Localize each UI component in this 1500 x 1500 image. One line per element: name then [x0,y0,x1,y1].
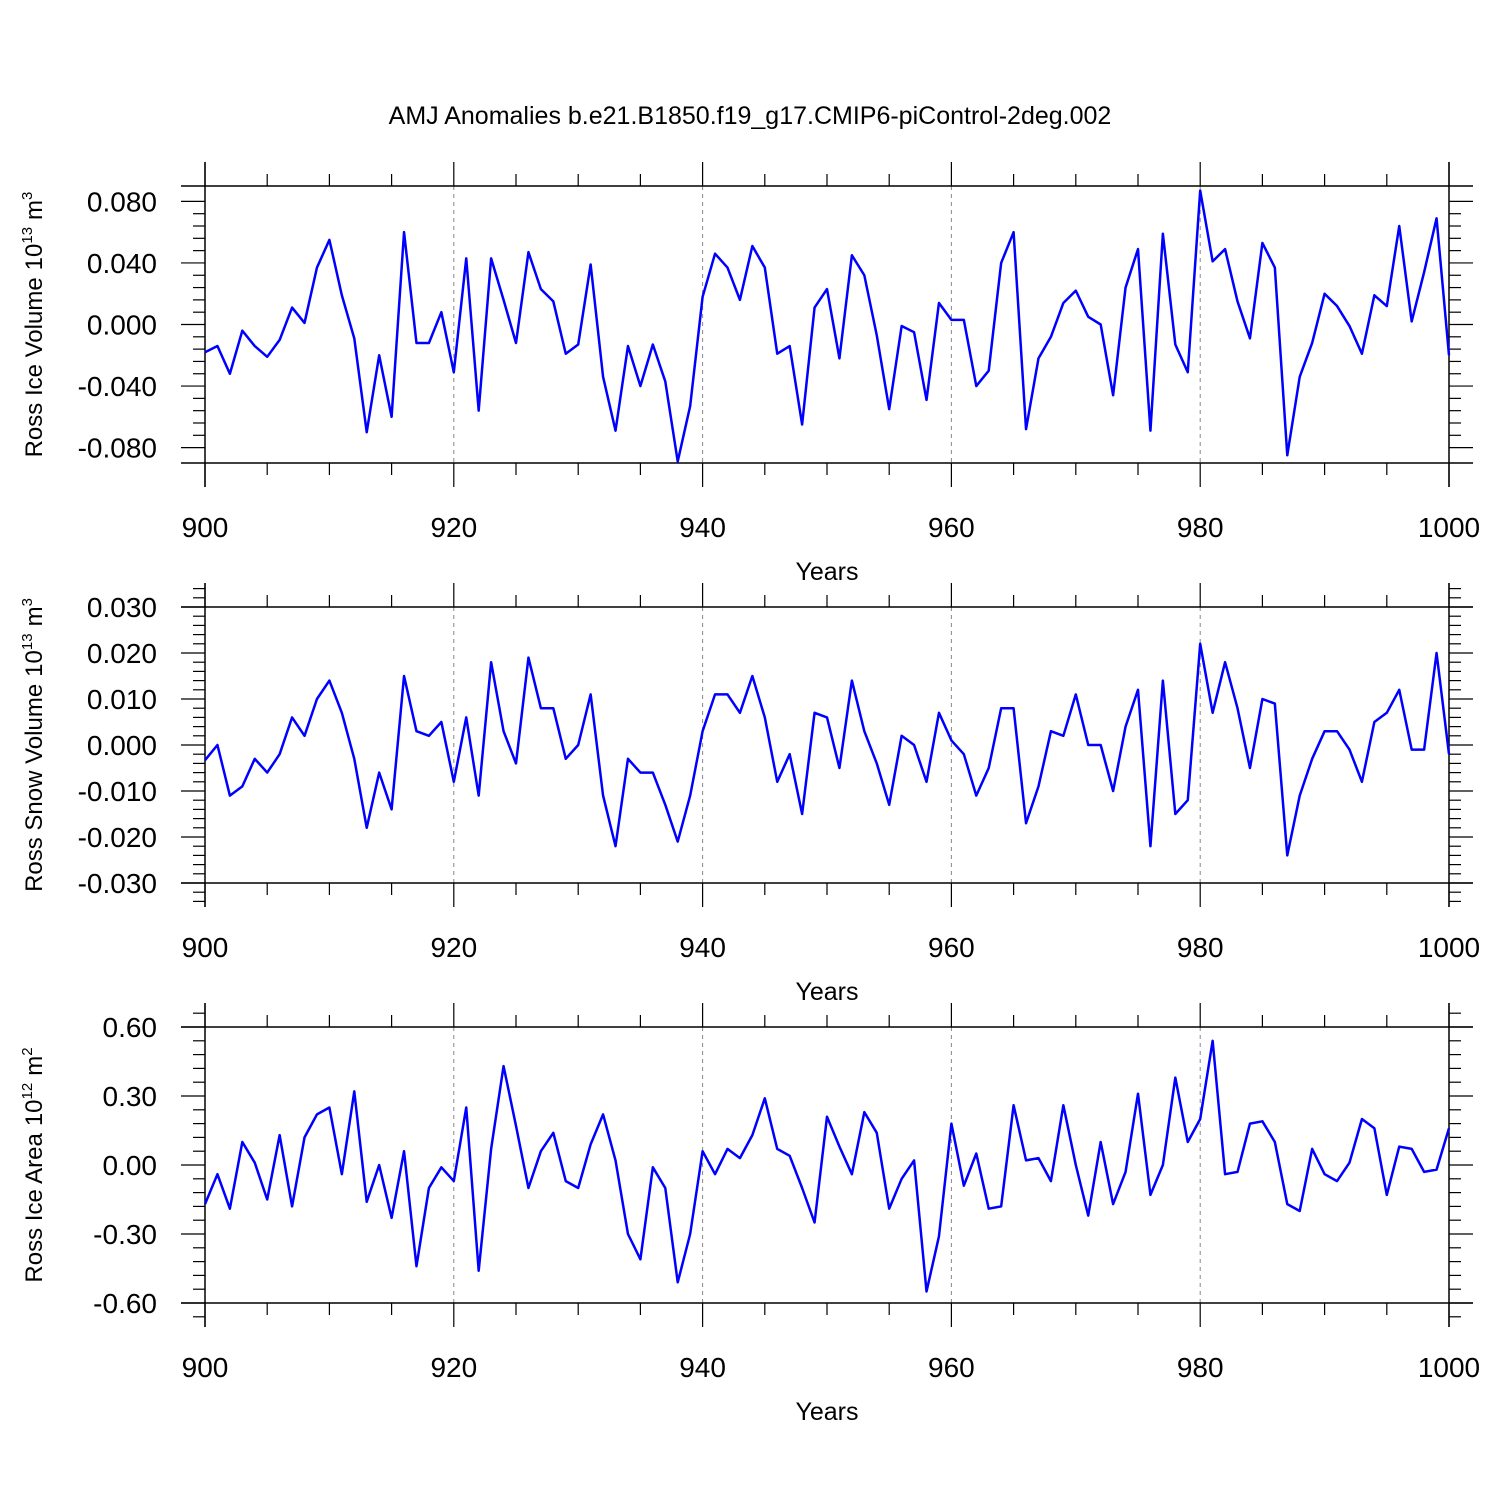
data-line [204,642,1451,857]
x-tick-label: 940 [679,512,726,543]
y-axis-label-unit: m [21,200,48,220]
x-tick-label: 900 [182,1352,229,1383]
y-tick-label: -0.040 [78,371,157,402]
data-line [203,1039,1451,1293]
x-tick-label: 1000 [1418,932,1480,963]
y-tick-label: -0.010 [78,776,157,807]
y-axis-label-unit-exp: 3 [19,598,36,606]
x-tick-label: 900 [182,512,229,543]
y-tick-label: 0.040 [87,248,157,279]
y-axis-label-text: Ross Ice Volume [21,277,48,457]
x-tick-label: 900 [182,932,229,963]
x-tick-label: 920 [430,512,477,543]
x-tick-label: 1000 [1418,1352,1480,1383]
y-axis-label: Ross Ice Area 1012 m2 [19,1047,48,1282]
x-tick-label: 960 [928,512,975,543]
y-tick-label: -0.080 [78,433,157,464]
y-axis-label-unit-exp: 2 [19,1047,36,1055]
x-tick-label: 980 [1177,1352,1224,1383]
x-tick-label: 940 [679,932,726,963]
x-axis-label: Years [795,558,858,586]
x-tick-label: 1000 [1418,512,1480,543]
y-axis-label-scale-exp: 13 [19,227,36,244]
y-axis-label-unit: m [21,1056,48,1076]
x-tick-label: 940 [679,1352,726,1383]
x-tick-label: 980 [1177,932,1224,963]
x-axis-label: Years [795,978,858,1006]
y-tick-label: 0.080 [87,186,157,217]
y-tick-label: -0.30 [93,1219,157,1250]
y-tick-label: -0.030 [78,868,157,899]
y-tick-label: 0.60 [103,1012,158,1043]
y-tick-label: 0.000 [87,310,157,341]
x-tick-label: 960 [928,932,975,963]
x-tick-label: 920 [430,932,477,963]
data-line [204,189,1451,463]
y-axis-label-scale: 10 [21,1099,48,1126]
y-axis-label-unit-exp: 3 [19,192,36,200]
y-axis-label-text: Ross Snow Volume [21,684,48,892]
y-tick-label: -0.60 [93,1288,157,1319]
x-tick-label: 960 [928,1352,975,1383]
y-axis-label-scale-exp: 12 [19,1083,36,1100]
y-axis-label-scale-exp: 13 [19,633,36,650]
y-axis-label-scale: 10 [21,244,48,271]
y-tick-label: 0.00 [103,1150,158,1181]
y-tick-label: 0.30 [103,1081,158,1112]
y-tick-label: -0.020 [78,822,157,853]
y-tick-label: 0.000 [87,730,157,761]
x-tick-label: 980 [1177,512,1224,543]
y-tick-label: 0.010 [87,684,157,715]
y-axis-label: Ross Ice Volume 1013 m3 [19,192,48,458]
y-axis-label-scale: 10 [21,650,48,677]
y-axis-label-text: Ross Ice Area [21,1133,48,1283]
y-tick-label: 0.030 [87,592,157,623]
y-axis-label: Ross Snow Volume 1013 m3 [19,598,48,892]
chart-title: AMJ Anomalies b.e21.B1850.f19_g17.CMIP6-… [389,102,1112,130]
y-tick-label: 0.020 [87,638,157,669]
x-axis-label: Years [795,1398,858,1426]
x-tick-label: 920 [430,1352,477,1383]
y-axis-label-unit: m [21,606,48,626]
